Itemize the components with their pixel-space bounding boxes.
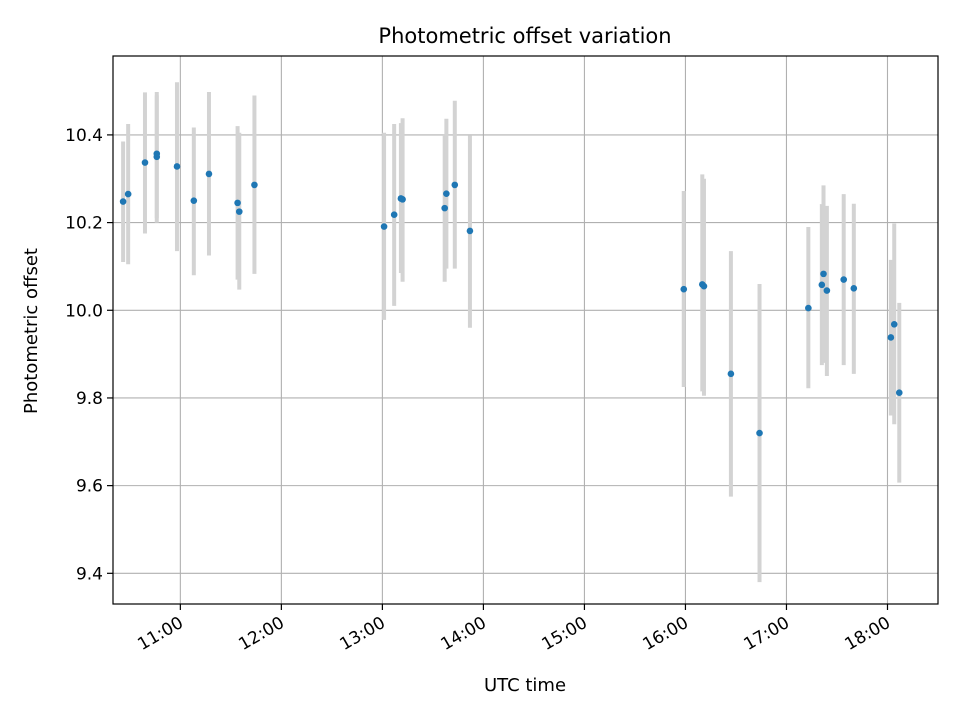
- data-point: [756, 429, 763, 437]
- data-point: [820, 270, 827, 278]
- data-point: [466, 227, 474, 235]
- data-point: [700, 282, 708, 290]
- data-point: [205, 170, 213, 178]
- y-axis-label: Photometric offset: [21, 248, 42, 414]
- data-point: [805, 304, 812, 312]
- data-point: [727, 370, 735, 378]
- data-point: [441, 204, 448, 212]
- data-point: [895, 389, 903, 396]
- data-point: [153, 153, 161, 161]
- data-point: [823, 287, 831, 294]
- data-point: [840, 276, 848, 283]
- data-point: [390, 211, 398, 219]
- y-tick-label: 9.6: [76, 477, 103, 497]
- data-point: [141, 159, 149, 166]
- chart-title: Photometric offset variation: [378, 24, 671, 48]
- data-point: [451, 181, 459, 189]
- data-point: [850, 285, 858, 292]
- data-point: [234, 199, 241, 207]
- data-point: [119, 198, 127, 205]
- data-point: [399, 196, 406, 203]
- data-point: [173, 163, 181, 170]
- data-point: [887, 334, 895, 341]
- data-point: [680, 285, 688, 293]
- data-point: [251, 181, 258, 189]
- data-point: [890, 321, 898, 328]
- x-axis-label: UTC time: [484, 675, 566, 696]
- data-point: [443, 190, 450, 197]
- y-tick-label: 10.0: [65, 301, 103, 321]
- data-point: [235, 208, 243, 215]
- data-points: [119, 150, 903, 437]
- y-tick-label: 9.8: [76, 389, 103, 409]
- data-point: [124, 190, 132, 198]
- plot-area-frame: [112, 55, 939, 605]
- y-tick-label: 10.4: [65, 126, 103, 146]
- y-tick-label: 10.2: [65, 214, 103, 234]
- y-tick-label: 9.4: [76, 564, 103, 584]
- data-point: [190, 197, 198, 204]
- data-point: [818, 281, 826, 289]
- data-point: [380, 223, 388, 230]
